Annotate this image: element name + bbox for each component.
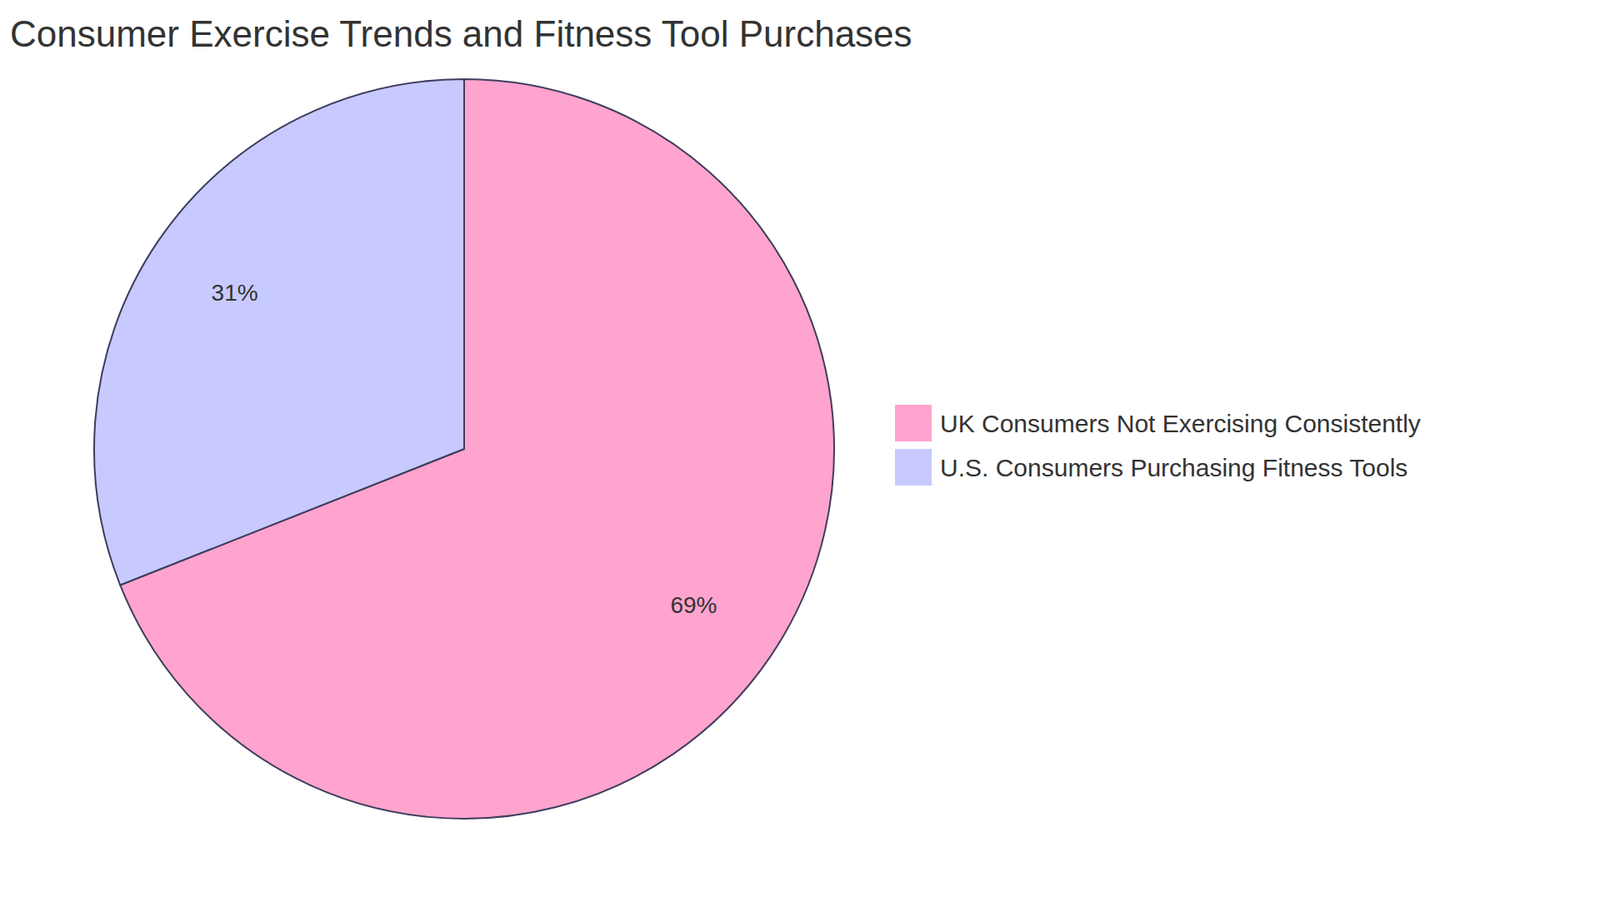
data-labels: 69% 31% (211, 280, 718, 618)
legend-swatch (895, 405, 932, 442)
title: Consumer Exercise Trends and Fitness Too… (10, 13, 913, 55)
legend-swatch (895, 449, 932, 486)
legend: UK Consumers Not Exercising Consistently… (895, 405, 1421, 486)
legend-item: UK Consumers Not Exercising Consistently (895, 405, 1421, 442)
data-label: 31% (211, 280, 259, 306)
chart: Consumer Exercise Trends and Fitness Too… (0, 0, 1600, 902)
pie-slice (94, 79, 465, 585)
data-label: 69% (670, 592, 717, 619)
legend-label: U.S. Consumers Purchasing Fitness Tools (940, 454, 1408, 482)
legend-item: U.S. Consumers Purchasing Fitness Tools (895, 449, 1408, 486)
pie (94, 79, 835, 820)
legend-label: UK Consumers Not Exercising Consistently (940, 410, 1421, 438)
